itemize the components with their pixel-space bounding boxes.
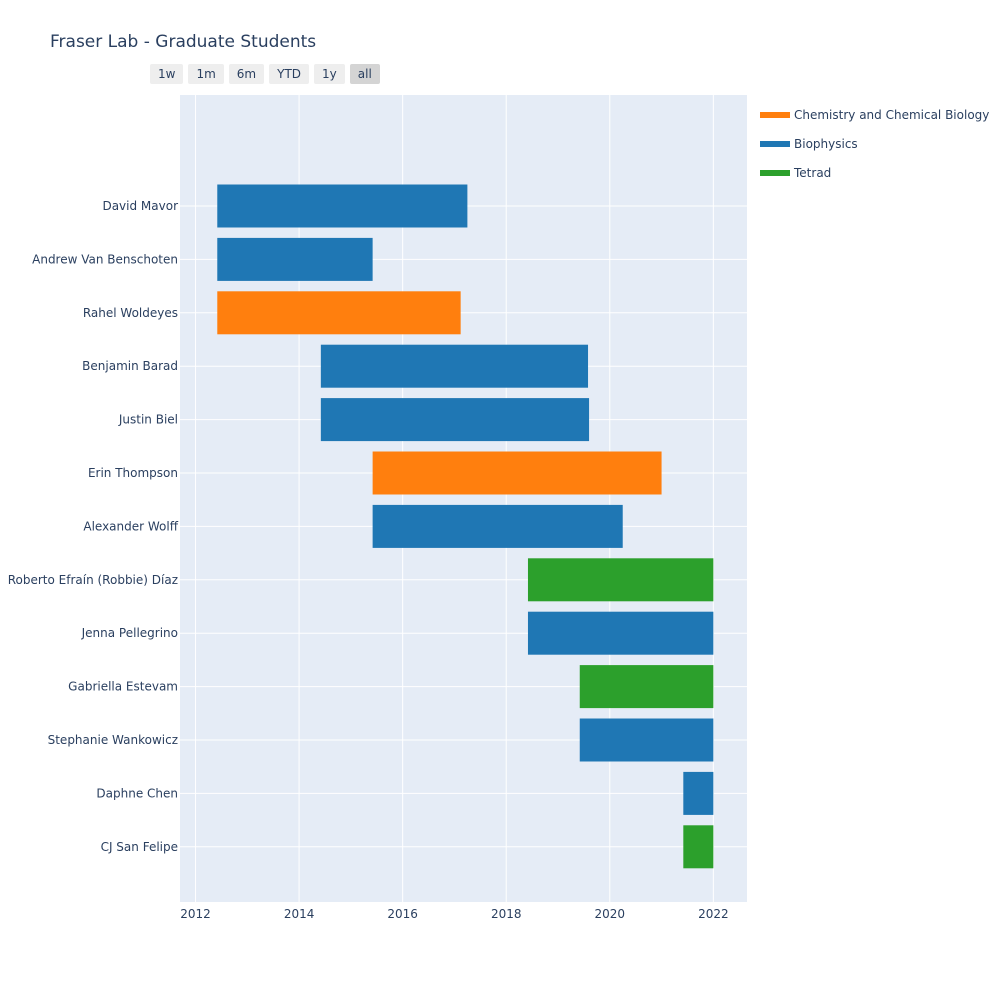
y-tick-label: Jenna Pellegrino bbox=[81, 626, 178, 640]
range-button-6m[interactable]: 6m bbox=[228, 64, 265, 84]
bars bbox=[217, 184, 714, 869]
y-tick-label: Alexander Wolff bbox=[83, 519, 178, 533]
bar[interactable] bbox=[527, 611, 714, 655]
bar[interactable] bbox=[579, 718, 714, 762]
bar[interactable] bbox=[320, 398, 590, 442]
x-tick-label: 2014 bbox=[284, 907, 315, 921]
x-tick-label: 2022 bbox=[698, 907, 729, 921]
bar[interactable] bbox=[320, 344, 589, 388]
y-tick-label: Daphne Chen bbox=[96, 786, 178, 800]
x-tick-label: 2012 bbox=[180, 907, 211, 921]
y-tick-label: Andrew Van Benschoten bbox=[32, 252, 178, 266]
bar[interactable] bbox=[683, 825, 714, 869]
bar[interactable] bbox=[372, 451, 662, 495]
bar[interactable] bbox=[217, 184, 468, 228]
y-tick-label: Rahel Woldeyes bbox=[83, 306, 178, 320]
x-tick-label: 2020 bbox=[595, 907, 626, 921]
x-tick-label: 2018 bbox=[491, 907, 522, 921]
gridlines bbox=[180, 95, 747, 902]
y-tick-label: Stephanie Wankowicz bbox=[48, 733, 178, 747]
legend-item[interactable]: Tetrad bbox=[760, 166, 831, 180]
legend[interactable]: Chemistry and Chemical Biology Biophysics… bbox=[760, 108, 989, 180]
legend-label: Tetrad bbox=[793, 166, 831, 180]
y-tick-label: David Mavor bbox=[102, 199, 178, 213]
bar[interactable] bbox=[683, 771, 714, 815]
range-button-1m[interactable]: 1m bbox=[188, 64, 224, 84]
y-tick-label: CJ San Felipe bbox=[101, 840, 178, 854]
x-axis-labels: 2012 2014 2016 2018 2020 2022 bbox=[180, 907, 728, 921]
legend-item[interactable]: Biophysics bbox=[760, 137, 858, 151]
bar[interactable] bbox=[217, 237, 373, 281]
legend-label: Chemistry and Chemical Biology bbox=[794, 108, 989, 122]
range-selector: 1w 1m 6m YTD 1y all bbox=[150, 64, 385, 84]
plot-area[interactable] bbox=[180, 95, 747, 902]
y-axis-labels: David Mavor Andrew Van Benschoten Rahel Wo… bbox=[8, 199, 179, 854]
bar[interactable] bbox=[527, 558, 714, 602]
x-tick-label: 2016 bbox=[387, 907, 418, 921]
bar[interactable] bbox=[579, 665, 714, 709]
y-tick-label: Roberto Efraín (Robbie) Díaz bbox=[8, 573, 178, 587]
legend-label: Biophysics bbox=[794, 137, 858, 151]
chart-title: Fraser Lab - Graduate Students bbox=[50, 32, 317, 52]
range-button-1y[interactable]: 1y bbox=[314, 64, 345, 84]
range-button-1w[interactable]: 1w bbox=[150, 64, 184, 84]
y-tick-label: Erin Thompson bbox=[88, 466, 178, 480]
bar[interactable] bbox=[217, 291, 461, 335]
legend-item[interactable]: Chemistry and Chemical Biology bbox=[760, 108, 989, 122]
y-tick-label: Justin Biel bbox=[118, 413, 178, 427]
y-tick-label: Gabriella Estevam bbox=[68, 680, 178, 694]
y-tick-label: Benjamin Barad bbox=[82, 359, 178, 373]
bar[interactable] bbox=[372, 504, 623, 548]
range-button-all[interactable]: all bbox=[349, 64, 380, 84]
range-button-ytd[interactable]: YTD bbox=[269, 64, 310, 84]
